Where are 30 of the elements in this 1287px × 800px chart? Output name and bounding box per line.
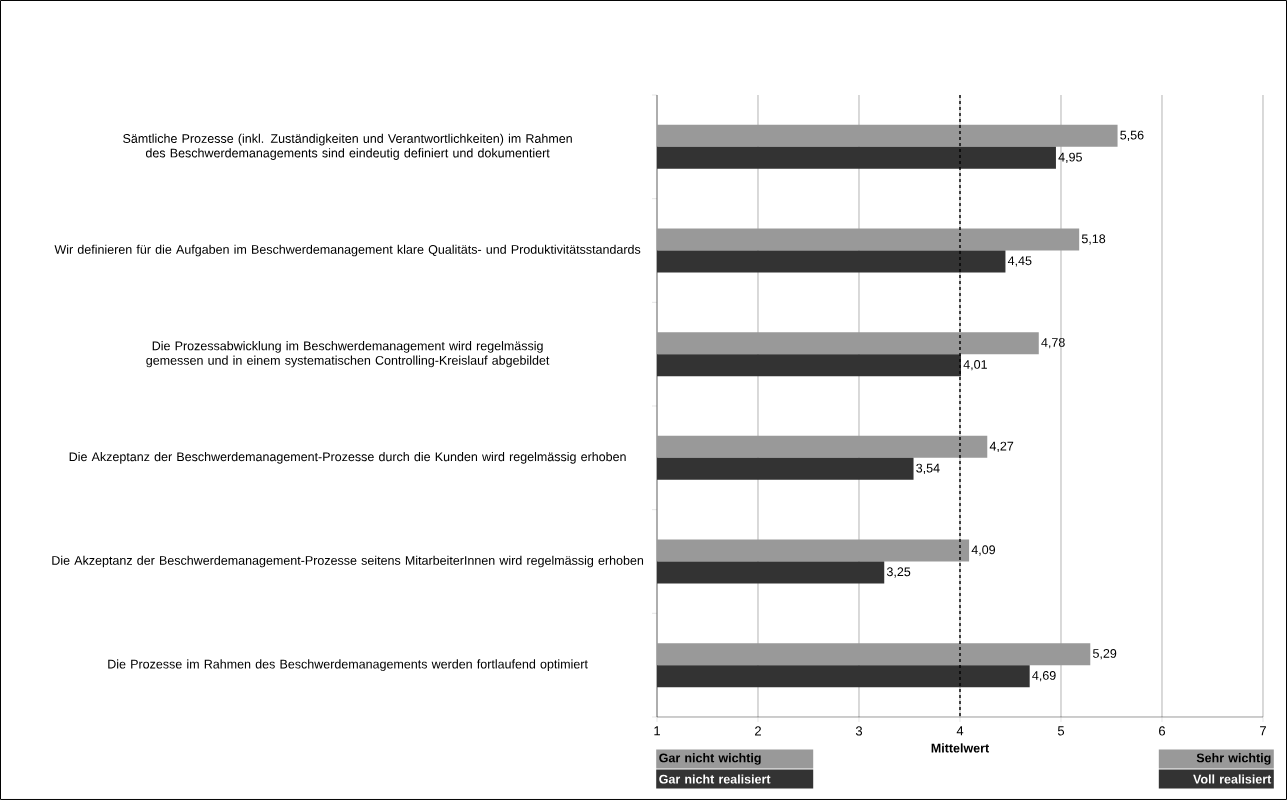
data-label: 5,56 bbox=[1120, 130, 1144, 141]
text: Sehr wichtig bbox=[1196, 753, 1271, 765]
data-label: 4,45 bbox=[1007, 256, 1032, 267]
text: Gar nicht wichtig bbox=[659, 753, 761, 765]
x-tick-label: 2 bbox=[755, 726, 761, 736]
data-label: 4,27 bbox=[989, 441, 1014, 452]
x-tick-label: 4 bbox=[956, 726, 964, 736]
data-label: 3,25 bbox=[886, 567, 911, 578]
data-label: 5,18 bbox=[1081, 234, 1106, 245]
y-tick-label: Die Prozesse im Rahmen des Beschwerdemanagements werden fortlaufend optimiert bbox=[108, 659, 588, 671]
x-tick-label: 3 bbox=[855, 726, 863, 736]
y-tick-label: Wir definieren für die Aufgaben im Beschwerdemanagement klare Qualitäts- und Produktivitätsstandards bbox=[54, 244, 641, 257]
data-label: 3,54 bbox=[916, 463, 940, 474]
text: Voll realisiert bbox=[1193, 774, 1272, 784]
data-label: 4,78 bbox=[1041, 338, 1065, 349]
data-label: 4,01 bbox=[963, 360, 987, 371]
x-tick-label: 6 bbox=[1159, 726, 1166, 736]
y-tick-label: Die Prozessabwicklung im Beschwerdemanagement wird regelmässig gemessen und in einem systematischen Controlling-Kreislauf abgebildet bbox=[146, 341, 550, 368]
data-label: 4,95 bbox=[1058, 152, 1082, 163]
x-tick-label: 5 bbox=[1057, 726, 1065, 736]
x-axis-title: Mittelwert bbox=[931, 743, 990, 753]
y-tick-label: Die Akzeptanz der Beschwerdemanagement-Prozesse durch die Kunden wird regelmässig erhoben bbox=[69, 452, 626, 464]
data-label: 5,29 bbox=[1092, 649, 1117, 660]
text: Gar nicht realisiert bbox=[659, 774, 771, 784]
data-label: 4,69 bbox=[1032, 671, 1056, 682]
data-label: 4,09 bbox=[971, 545, 996, 556]
x-tick-label: 1 bbox=[654, 726, 660, 736]
y-tick-label: Die Akzeptanz der Beschwerdemanagement-Prozesse seitens MitarbeiterInnen wird regelmässig erhoben bbox=[52, 555, 644, 568]
y-tick-label: Sämtliche Prozesse (inkl. Zuständigkeiten und Verantwortlichkeiten) im Rahmen des Beschwerdemanagements sind eindeutig definiert und dokumentiert bbox=[123, 133, 572, 160]
x-tick-label: 7 bbox=[1260, 726, 1266, 736]
